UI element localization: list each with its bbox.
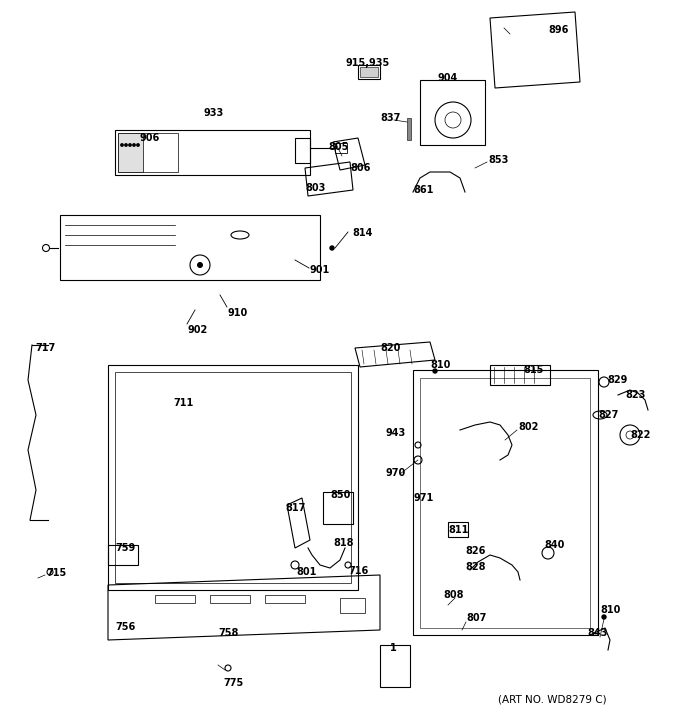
Circle shape [137,144,139,146]
Bar [420,378,590,628]
Text: 803: 803 [305,183,325,193]
Text: 933: 933 [203,108,223,118]
Text: 802: 802 [518,422,539,432]
Text: 861: 861 [413,185,433,195]
Text: 843: 843 [587,628,607,638]
Text: 1: 1 [390,643,396,653]
Circle shape [602,615,606,619]
Text: 775: 775 [223,678,243,688]
Bar [490,365,550,385]
Bar [108,545,138,565]
Bar [360,67,378,77]
Text: 896: 896 [548,25,568,35]
Text: 811: 811 [448,525,469,535]
Bar [115,130,310,175]
Bar [358,65,380,79]
Text: 971: 971 [413,493,433,503]
Text: 915,935: 915,935 [346,58,390,68]
Text: 910: 910 [228,308,248,318]
Text: 904: 904 [437,73,457,83]
Text: (ART NO. WD8279 C): (ART NO. WD8279 C) [498,695,607,705]
Bar [108,365,358,590]
Bar [118,133,143,172]
Text: 970: 970 [385,468,405,478]
Bar [420,80,485,145]
Text: 805: 805 [328,142,348,152]
Text: 853: 853 [488,155,509,165]
Bar [115,372,351,583]
Bar [155,595,195,603]
Bar [380,645,410,687]
Circle shape [330,246,334,250]
Text: 828: 828 [465,562,486,572]
Text: 715: 715 [46,568,66,578]
Bar [210,595,250,603]
Text: 810: 810 [430,360,450,370]
Text: 806: 806 [350,163,371,173]
Text: 823: 823 [625,390,645,400]
Text: 840: 840 [544,540,564,550]
Text: 801: 801 [296,567,316,577]
Text: 837: 837 [380,113,401,123]
Text: 758: 758 [218,628,239,638]
Text: 808: 808 [443,590,464,600]
Text: 717: 717 [35,343,55,353]
Text: 822: 822 [630,430,650,440]
Bar [413,370,598,635]
Text: 810: 810 [600,605,620,615]
Bar [265,595,305,603]
Text: 906: 906 [140,133,160,143]
Bar [448,522,468,537]
Text: 829: 829 [607,375,628,385]
Circle shape [125,144,127,146]
Text: 902: 902 [188,325,208,335]
Circle shape [129,144,131,146]
Text: 814: 814 [352,228,373,238]
Text: 759: 759 [115,543,135,553]
Text: 827: 827 [598,410,618,420]
Bar [335,143,347,153]
Bar [340,598,365,613]
Text: 850: 850 [330,490,350,500]
Text: 901: 901 [310,265,330,275]
Text: 807: 807 [466,613,486,623]
Circle shape [133,144,135,146]
Text: 756: 756 [115,622,135,632]
Bar [407,118,411,140]
Text: 943: 943 [385,428,405,438]
Text: 818: 818 [333,538,354,548]
Circle shape [121,144,123,146]
Bar [118,133,178,172]
Bar [295,138,310,163]
Text: 711: 711 [173,398,193,408]
Text: 817: 817 [285,503,305,513]
Text: 820: 820 [380,343,401,353]
Text: 716: 716 [348,566,369,576]
Bar [323,492,353,524]
Text: 826: 826 [465,546,486,556]
Circle shape [197,262,203,268]
Text: 815: 815 [523,365,543,375]
Bar [60,215,320,280]
Circle shape [433,369,437,373]
